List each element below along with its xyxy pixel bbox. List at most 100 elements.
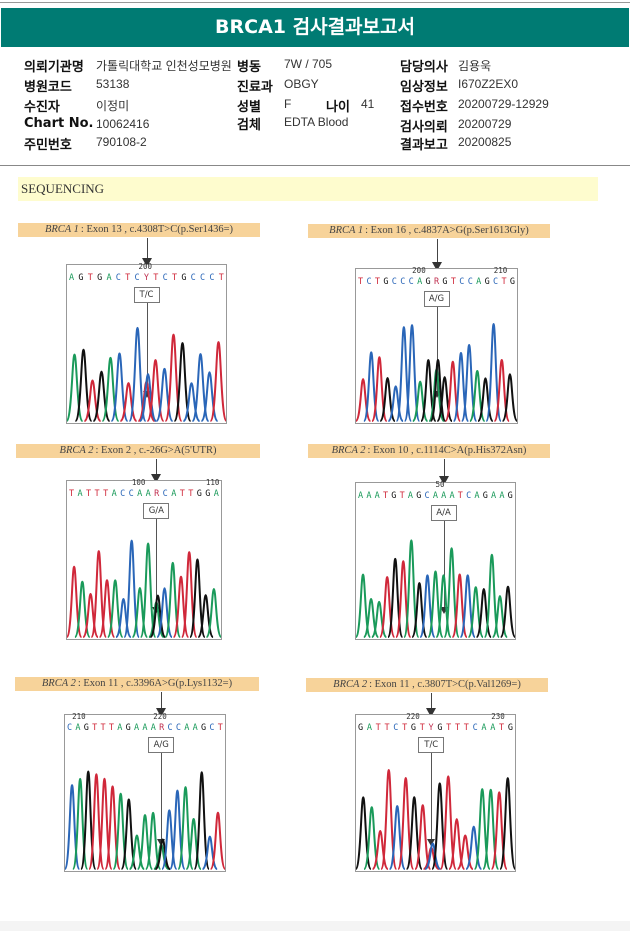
base-call: A	[77, 489, 83, 499]
gene-name: BRCA 2	[59, 445, 94, 456]
base-position-number: 210	[72, 712, 86, 721]
arrow-down-icon	[431, 262, 442, 271]
hospital-value: 가톨릭대학교 인천성모병원	[96, 59, 232, 73]
base-call: G	[383, 277, 389, 287]
dept-label: 진료과	[237, 80, 273, 95]
variant-description: : Exon 13 , c.4308T>C(p.Ser1436=)	[80, 224, 234, 235]
base-call: C	[162, 273, 168, 283]
genotype-pointer-line	[431, 753, 433, 841]
genotype-box: T/C	[133, 287, 160, 303]
id-label: 주민번호	[24, 138, 72, 153]
base-call: T	[375, 723, 381, 733]
base-position-number: 210	[493, 266, 508, 275]
chart-label: Chart No.	[24, 116, 94, 131]
base-call: A	[474, 491, 480, 501]
base-call: T	[125, 273, 131, 283]
base-call: C	[162, 489, 168, 499]
specimen-value: EDTA Blood	[284, 115, 349, 129]
hospital-label: 의뢰기관명	[24, 60, 84, 75]
base-call: A	[374, 491, 380, 501]
base-call: T	[86, 489, 92, 499]
base-call: T	[446, 723, 452, 733]
base-call: C	[459, 277, 465, 287]
base-position-number: 220	[153, 712, 167, 721]
base-call: G	[78, 273, 84, 283]
trace-peak-G	[501, 373, 517, 422]
arrow-down-icon	[156, 708, 167, 717]
base-call: T	[374, 277, 380, 287]
base-call: G	[507, 491, 513, 501]
trace-peak-A	[403, 539, 420, 638]
pointer-arrow-line	[156, 459, 158, 475]
base-call: A	[358, 491, 364, 501]
genotype-box: A/G	[148, 737, 175, 753]
base-call: A	[150, 723, 156, 733]
base-call: T	[463, 723, 469, 733]
gene-name: BRCA 1	[329, 225, 364, 236]
genotype-pointer-line	[436, 307, 438, 393]
gene-name: BRCA 2	[331, 445, 366, 456]
arrow-down-icon	[426, 708, 437, 717]
base-call: G	[442, 277, 448, 287]
base-call: A	[117, 723, 123, 733]
trace-peak-C	[191, 353, 210, 422]
base-call: T	[218, 273, 224, 283]
variant-description: : Exon 2 , c.-26G>A(5'UTR)	[95, 445, 217, 456]
trace-peak-T	[439, 775, 457, 870]
base-call: Y	[428, 723, 434, 733]
report-date-label: 결과보고	[400, 138, 448, 153]
variant-label: BRCA 1: Exon 13 , c.4308T>C(p.Ser1436=)	[18, 223, 260, 237]
base-call: T	[171, 273, 178, 283]
base-call: G	[83, 723, 89, 733]
trace-peaks	[67, 326, 226, 422]
trace-peak-T	[371, 830, 389, 870]
trace-peak-C	[138, 373, 158, 422]
sex-value: F	[284, 97, 292, 111]
patient-label: 수진자	[24, 100, 60, 115]
base-call: T	[94, 489, 100, 499]
trace-peaks	[356, 539, 515, 638]
genotype-box: A/A	[430, 505, 457, 521]
base-call: A	[499, 491, 505, 501]
variant-label: BRCA 1: Exon 16 , c.4837A>G(p.Ser1613Gly…	[308, 224, 550, 238]
base-position-number: 110	[205, 478, 220, 487]
report-title: BRCA1 검사결과보고서	[1, 8, 629, 47]
doctor-value: 김용욱	[458, 59, 492, 73]
base-call: A	[184, 723, 190, 733]
divider	[0, 165, 630, 166]
base-call: C	[467, 277, 473, 287]
base-call: T	[457, 491, 463, 501]
base-call: Y	[143, 273, 149, 283]
receipt-value: 20200729-12929	[458, 97, 549, 111]
base-call: T	[499, 723, 505, 733]
id-value: 790108-2	[96, 135, 147, 149]
base-call: A	[432, 491, 438, 501]
base-call: C	[120, 489, 126, 499]
base-call: A	[192, 723, 198, 733]
base-call: A	[145, 489, 151, 499]
patient-value: 이정미	[96, 99, 130, 113]
base-call: C	[408, 277, 414, 287]
base-call: A	[407, 491, 413, 501]
base-call: R	[154, 489, 160, 499]
base-call: T	[100, 723, 106, 733]
base-call: T	[384, 723, 390, 733]
base-call: T	[153, 273, 159, 283]
base-call: A	[481, 723, 487, 733]
base-call: T	[454, 723, 461, 733]
code-label: 병원코드	[24, 80, 72, 95]
base-call: C	[209, 273, 215, 283]
base-call: C	[200, 273, 206, 283]
chart-value: 10062416	[96, 117, 150, 131]
sex-label: 성별	[237, 100, 261, 115]
gene-name: BRCA 2	[41, 678, 76, 689]
base-position-number: 220	[406, 712, 420, 721]
chromatogram: 100 110 T A T T T A C C A A R C A T T G G A G/A	[66, 478, 222, 640]
trace-peaks	[356, 323, 517, 422]
base-call: G	[437, 723, 443, 733]
base-call: C	[67, 723, 73, 733]
genotype-pointer-line	[146, 303, 148, 393]
